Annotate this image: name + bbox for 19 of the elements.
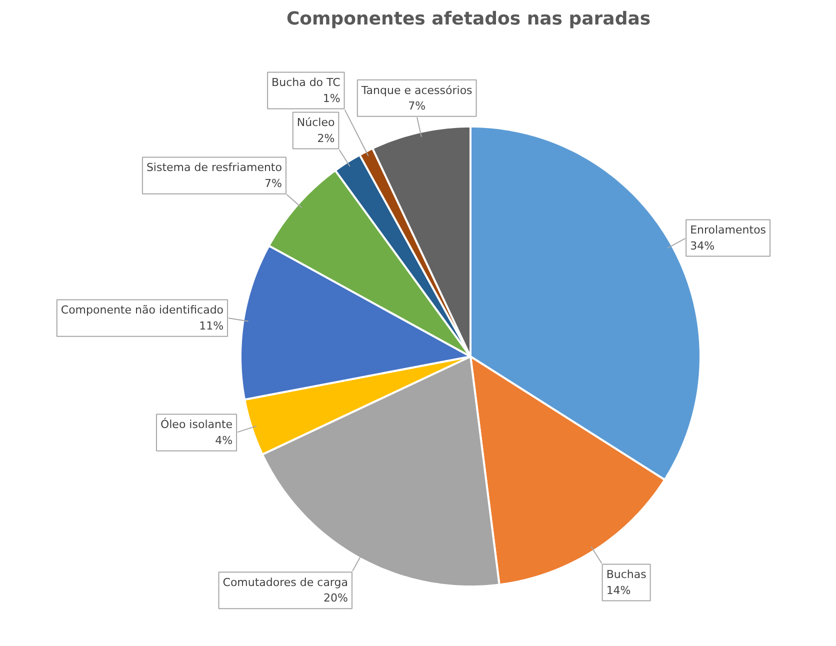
data-label: 11% bbox=[199, 319, 224, 332]
data-label: 14% bbox=[606, 584, 631, 597]
data-label: 20% bbox=[324, 592, 348, 605]
slice-label: Componente não identificado bbox=[60, 304, 224, 317]
slice-label: Buchas bbox=[606, 568, 647, 582]
slice-label: Óleo isolante bbox=[160, 417, 233, 432]
slice-label: Enrolamentos bbox=[690, 224, 766, 237]
slice-label: Núcleo bbox=[296, 116, 335, 130]
slice-label: Bucha do TC bbox=[272, 76, 341, 90]
data-label: 4% bbox=[215, 434, 233, 447]
data-label: 2% bbox=[317, 132, 335, 145]
data-label: 7% bbox=[264, 176, 282, 190]
slice-label: Sistema de resfriamento bbox=[146, 161, 282, 174]
data-label: 1% bbox=[322, 92, 340, 105]
slice-label: Comutadores de carga bbox=[222, 576, 348, 590]
slice-label: Tanque e acessórios bbox=[360, 84, 473, 97]
chart-title: Componentes afetados nas paradas bbox=[286, 8, 651, 30]
data-label: 34% bbox=[690, 239, 715, 252]
data-label: 7% bbox=[408, 99, 426, 112]
